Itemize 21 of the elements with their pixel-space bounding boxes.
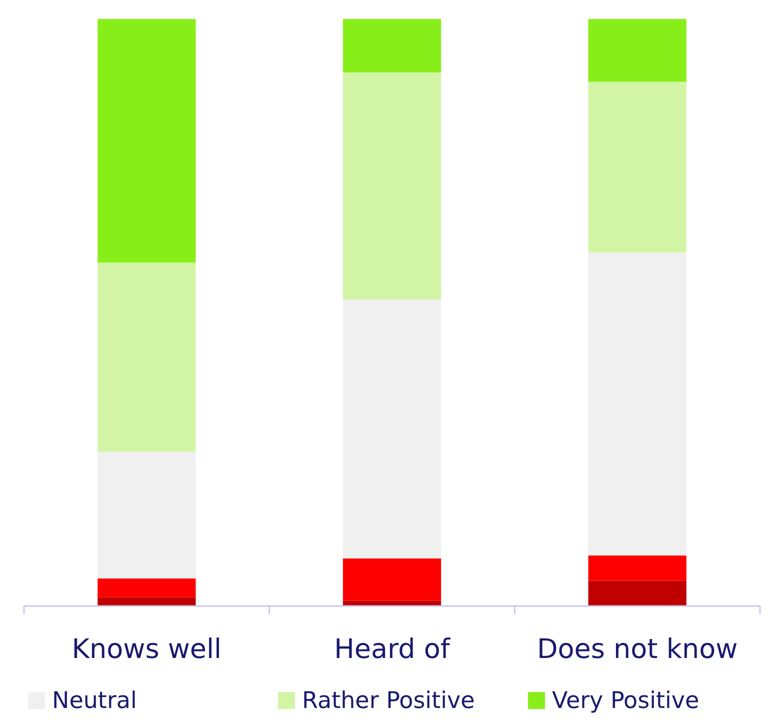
bar xyxy=(588,580,686,606)
x-tick-label: Heard of xyxy=(334,634,452,665)
bar xyxy=(98,452,196,578)
bar xyxy=(98,19,196,263)
bar xyxy=(98,262,196,452)
x-tick-label: Does not know xyxy=(536,634,738,665)
bar xyxy=(342,558,442,601)
x-tick-label: Knows well xyxy=(72,634,222,665)
bar xyxy=(98,578,196,598)
bar xyxy=(342,19,442,72)
bar xyxy=(588,252,686,556)
bar xyxy=(342,600,442,606)
bar xyxy=(588,82,686,253)
legend-label: Neutral xyxy=(52,688,137,714)
bar xyxy=(588,556,686,581)
bar xyxy=(98,597,196,606)
bar xyxy=(342,300,442,558)
bar xyxy=(342,72,442,300)
bar xyxy=(588,19,686,82)
legend-label: Very Positive xyxy=(552,688,700,714)
legend-label: Rather Positive xyxy=(302,688,475,714)
